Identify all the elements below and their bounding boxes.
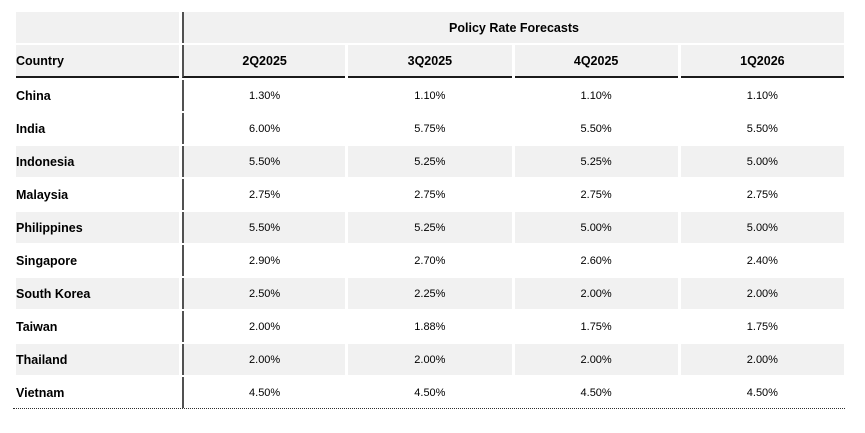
value-cell: 4.50% [348,377,512,408]
value-cell: 1.75% [680,311,844,342]
value-cell: 5.50% [182,212,346,243]
value-cell: 5.50% [182,146,346,177]
value-cell: 2.75% [182,179,346,210]
value-cell: 2.70% [348,245,512,276]
value-cell: 1.75% [514,311,678,342]
value-cell: 1.30% [182,80,346,111]
value-cell: 5.50% [514,113,678,144]
value-cell: 5.25% [348,146,512,177]
country-cell: South Korea [16,278,179,309]
table-row: Indonesia 5.50% 5.25% 5.25% 5.00% [16,146,844,177]
column-header-row: Country 2Q2025 3Q2025 4Q2025 1Q2026 [16,45,844,78]
value-cell: 2.00% [680,278,844,309]
table-row: Malaysia 2.75% 2.75% 2.75% 2.75% [16,179,844,210]
value-cell: 2.25% [348,278,512,309]
value-cell: 1.10% [514,80,678,111]
value-cell: 5.00% [680,146,844,177]
table-row: Vietnam 4.50% 4.50% 4.50% 4.50% [16,377,844,408]
value-cell: 2.75% [514,179,678,210]
country-cell: China [16,80,179,111]
value-cell: 5.50% [680,113,844,144]
column-header-1q2026: 1Q2026 [680,45,844,78]
value-cell: 2.40% [680,245,844,276]
table-row: South Korea 2.50% 2.25% 2.00% 2.00% [16,278,844,309]
corner-cell [16,12,179,43]
value-cell: 2.00% [514,344,678,375]
country-cell: Thailand [16,344,179,375]
column-header-country: Country [16,45,179,78]
value-cell: 6.00% [182,113,346,144]
value-cell: 1.10% [348,80,512,111]
value-cell: 4.50% [182,377,346,408]
country-cell: Philippines [16,212,179,243]
value-cell: 5.25% [514,146,678,177]
value-cell: 1.88% [348,311,512,342]
country-cell: Indonesia [16,146,179,177]
value-cell: 4.50% [514,377,678,408]
value-cell: 2.75% [680,179,844,210]
column-header-3q2025: 3Q2025 [348,45,512,78]
table-row: Singapore 2.90% 2.70% 2.60% 2.40% [16,245,844,276]
value-cell: 2.00% [182,311,346,342]
value-cell: 2.00% [514,278,678,309]
value-cell: 5.75% [348,113,512,144]
column-header-2q2025: 2Q2025 [182,45,346,78]
table-row: Thailand 2.00% 2.00% 2.00% 2.00% [16,344,844,375]
country-cell: Vietnam [16,377,179,408]
country-cell: Singapore [16,245,179,276]
value-cell: 1.10% [680,80,844,111]
title-row: Policy Rate Forecasts [16,12,844,43]
value-cell: 2.60% [514,245,678,276]
table-bottom-dotted-rule [13,408,845,409]
table-row: Philippines 5.50% 5.25% 5.00% 5.00% [16,212,844,243]
value-cell: 2.90% [182,245,346,276]
value-cell: 5.00% [514,212,678,243]
country-cell: Taiwan [16,311,179,342]
country-cell: India [16,113,179,144]
table-row: Taiwan 2.00% 1.88% 1.75% 1.75% [16,311,844,342]
value-cell: 2.50% [182,278,346,309]
value-cell: 4.50% [680,377,844,408]
table-title: Policy Rate Forecasts [182,12,844,43]
policy-rate-table: Policy Rate Forecasts Country 2Q2025 3Q20… [13,10,847,410]
country-cell: Malaysia [16,179,179,210]
value-cell: 2.00% [680,344,844,375]
value-cell: 2.00% [348,344,512,375]
value-cell: 5.25% [348,212,512,243]
table-row: China 1.30% 1.10% 1.10% 1.10% [16,80,844,111]
value-cell: 2.75% [348,179,512,210]
value-cell: 2.00% [182,344,346,375]
column-header-4q2025: 4Q2025 [514,45,678,78]
table-row: India 6.00% 5.75% 5.50% 5.50% [16,113,844,144]
value-cell: 5.00% [680,212,844,243]
